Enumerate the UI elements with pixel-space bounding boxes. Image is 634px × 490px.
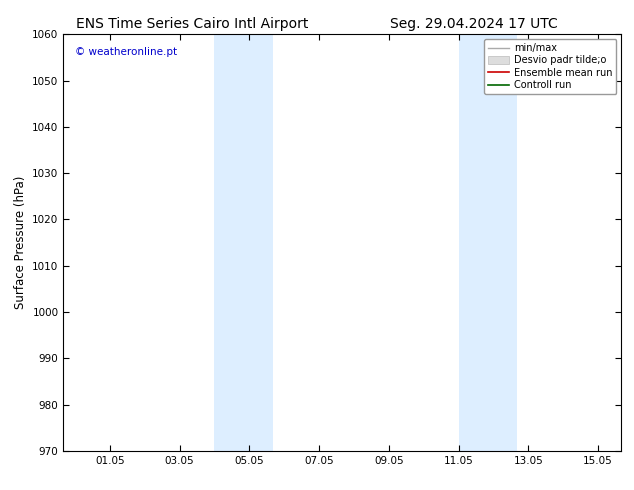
Bar — [458, 34, 517, 451]
Text: ENS Time Series Cairo Intl Airport: ENS Time Series Cairo Intl Airport — [76, 17, 309, 31]
Y-axis label: Surface Pressure (hPa): Surface Pressure (hPa) — [14, 176, 27, 309]
Text: © weatheronline.pt: © weatheronline.pt — [75, 47, 177, 57]
Legend: min/max, Desvio padr tilde;o, Ensemble mean run, Controll run: min/max, Desvio padr tilde;o, Ensemble m… — [484, 39, 616, 94]
Bar — [214, 34, 273, 451]
Text: Seg. 29.04.2024 17 UTC: Seg. 29.04.2024 17 UTC — [390, 17, 558, 31]
